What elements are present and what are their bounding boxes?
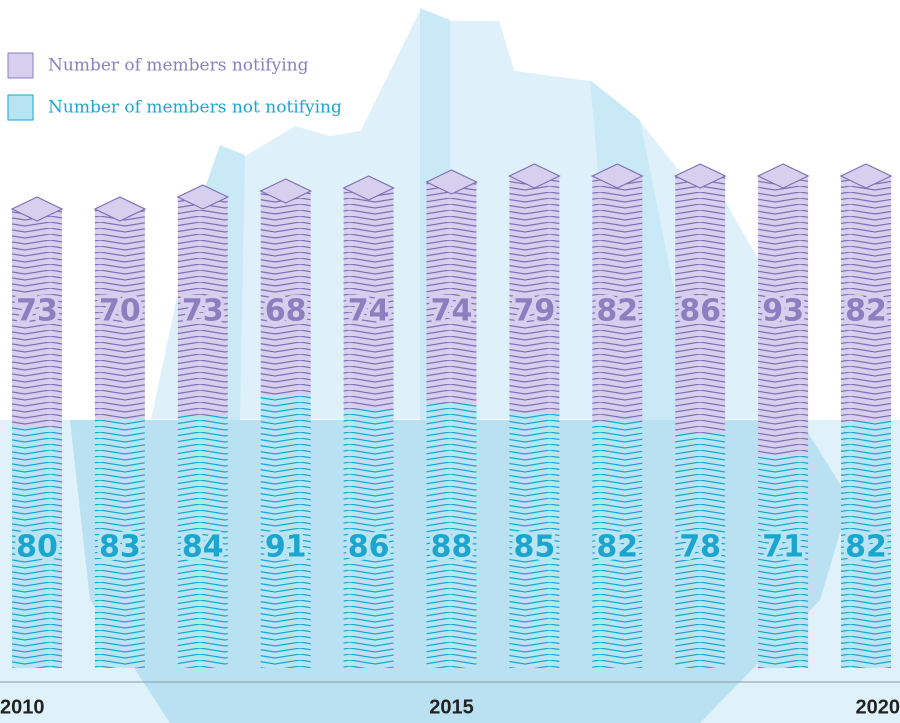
bar-segment [260,395,311,668]
value-label: 83 [99,530,141,565]
x-tick-label: 2015 [429,696,474,718]
stack-cap [508,163,561,189]
legend-swatch [7,94,34,121]
bar-segment [94,419,145,668]
value-label: 82 [845,530,887,565]
value-label: 70 [99,294,141,329]
value-label: 73 [16,294,58,329]
bar-segment [758,176,809,455]
value-label: 82 [596,294,638,329]
value-label: 78 [679,530,721,565]
value-label: 88 [431,530,473,565]
legend-swatch [7,52,34,79]
bar-segment [592,422,643,668]
value-label: 68 [265,294,307,329]
value-label: 86 [679,294,721,329]
bar-segment [343,188,394,410]
value-label: 82 [845,294,887,329]
bar-segment [509,176,560,413]
bar-segment [841,176,891,422]
stack-cap [425,169,478,195]
bar-segment [426,404,477,668]
value-label: 82 [596,530,638,565]
stack-cap [673,163,727,189]
bar-segment [675,176,726,434]
bar-segment [177,197,228,416]
bar-segment [12,428,62,668]
value-label: 91 [265,530,307,565]
stack-cap [10,196,64,222]
bar-segment [509,413,560,668]
stack-cap [259,178,313,204]
bar-segment [426,182,477,404]
legend-label: Number of members not notifying [48,98,342,118]
value-label: 86 [348,530,390,565]
bar-segment [841,422,891,668]
value-label: 80 [16,530,58,565]
stack-cap [756,163,810,189]
bar-segment [260,191,311,395]
stack-cap [590,163,644,189]
bar-segment [758,455,809,668]
bar-segment [177,416,228,668]
bar-segment [94,209,145,419]
value-label: 84 [182,530,224,565]
x-tick-label: 2010 [0,696,45,718]
bar-segment [675,434,726,668]
value-label: 73 [182,294,224,329]
value-label: 79 [514,294,556,329]
value-label: 71 [762,530,804,565]
bar-segment [12,209,62,428]
stack-cap [839,163,893,189]
value-label: 74 [431,294,473,329]
value-label: 74 [348,294,390,329]
legend-label: Number of members notifying [48,56,309,76]
stack-cap [342,175,395,201]
stack-cap [93,196,147,222]
bar-segment [592,176,643,422]
value-label: 93 [762,294,804,329]
value-label: 85 [514,530,556,565]
bar-segment [343,410,394,668]
x-tick-label: 2020 [856,696,900,718]
stack-cap [176,184,230,210]
